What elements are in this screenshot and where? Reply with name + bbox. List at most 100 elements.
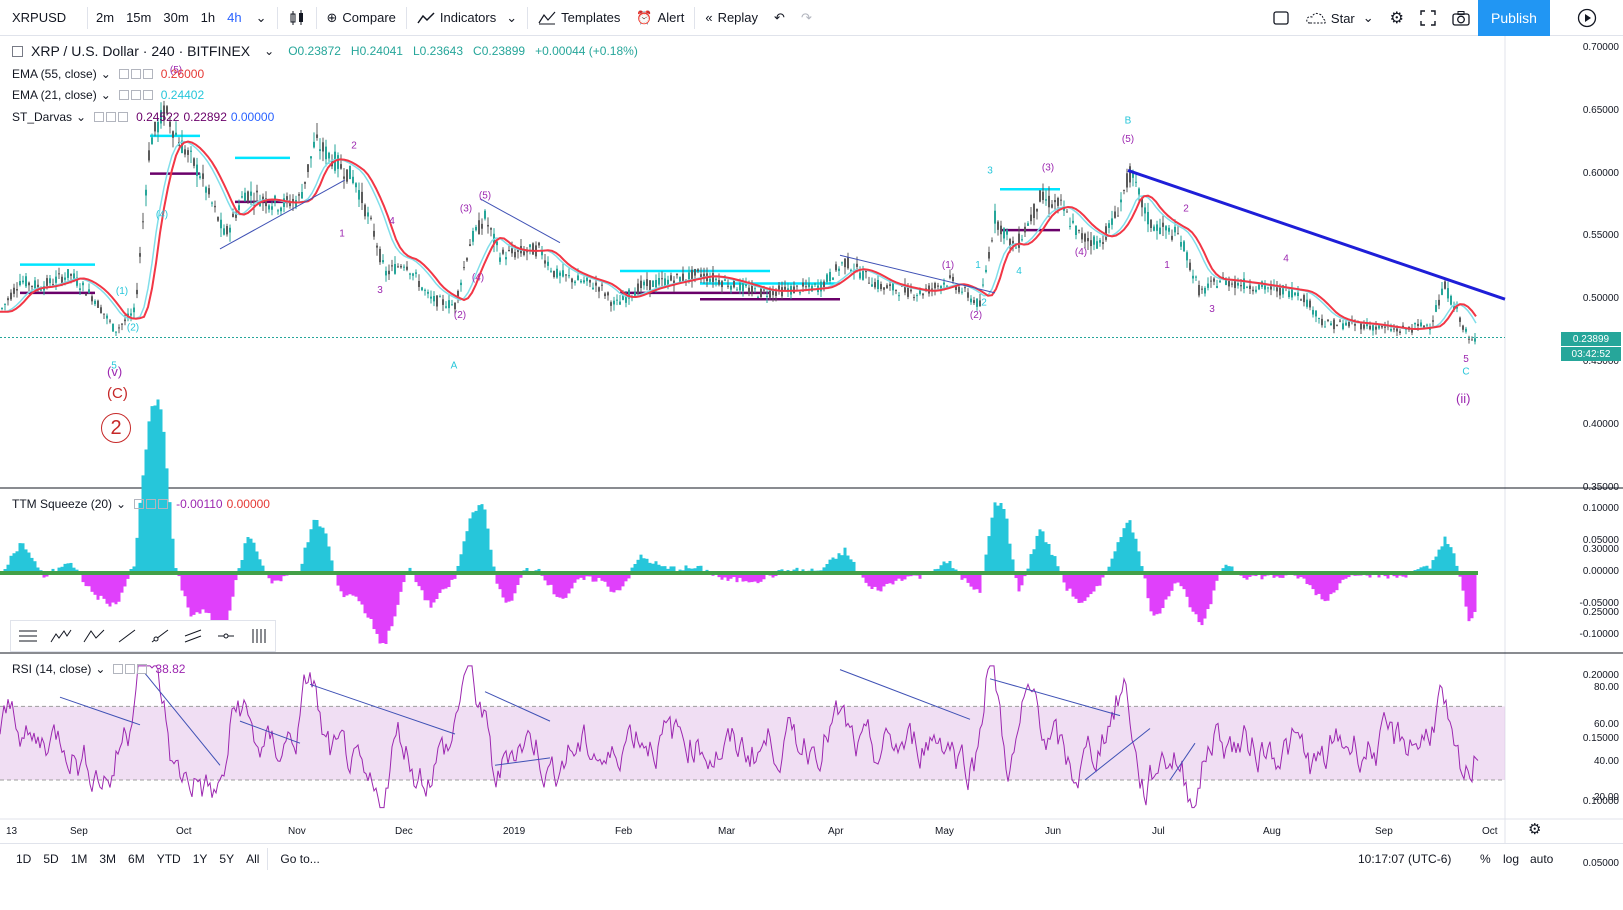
interval-dropdown[interactable]: ⌄	[248, 0, 275, 36]
star-button[interactable]: Star ⌄	[1297, 0, 1382, 36]
goto-button[interactable]: Go to...	[280, 851, 320, 866]
elliott-abc-icon[interactable]	[77, 621, 110, 651]
collapse-icon[interactable]	[12, 45, 23, 57]
candle-body	[715, 278, 717, 281]
interval-30m[interactable]: 30m	[163, 10, 189, 25]
candle-body	[634, 292, 636, 297]
range-1d[interactable]: 1D	[16, 851, 32, 866]
chevron-down-icon[interactable]: ⌄	[264, 44, 275, 58]
legend-buttons[interactable]	[118, 90, 153, 100]
candle-body	[658, 277, 660, 285]
elliott-impulse-icon[interactable]	[44, 621, 77, 651]
candle-body	[949, 275, 951, 278]
play-button[interactable]	[1550, 0, 1623, 36]
rsi-axis-tick: 20.00	[1593, 792, 1619, 804]
legend-buttons[interactable]	[118, 69, 153, 79]
interval-15m[interactable]: 15m	[126, 10, 152, 25]
time-tick: Dec	[395, 826, 413, 837]
candle-body	[1456, 306, 1458, 309]
vertical-lines-icon[interactable]	[242, 621, 275, 651]
candle-body	[184, 149, 186, 155]
candle-body	[175, 132, 177, 135]
time-tick: Mar	[718, 826, 736, 837]
candle-body	[937, 285, 939, 287]
gear-icon[interactable]: ⚙	[1528, 821, 1542, 838]
interval-4h[interactable]: 4h	[227, 10, 242, 25]
chart-type-button[interactable]	[280, 0, 314, 36]
chevron-down-icon[interactable]: ⌄	[100, 67, 111, 81]
candle-body	[775, 291, 777, 296]
candle-body	[1363, 324, 1365, 329]
symbol-search[interactable]: XRPUSD	[0, 0, 85, 36]
fullscreen-button[interactable]	[1412, 0, 1444, 36]
chevron-down-icon[interactable]: ⌄	[116, 497, 127, 511]
legend-buttons[interactable]	[94, 112, 129, 122]
log-toggle[interactable]: log	[1503, 851, 1520, 866]
ema21-legend[interactable]: EMA (21, close) ⌄ 0.24402	[12, 88, 204, 102]
darvas-legend[interactable]: ST_Darvas ⌄ 0.24522 0.22892 0.00000	[12, 110, 274, 124]
wave-label: 3	[377, 285, 383, 296]
candle-body	[739, 282, 741, 291]
range-3m[interactable]: 3M	[99, 851, 117, 866]
chevron-down-icon[interactable]: ⌄	[100, 88, 111, 102]
range-1m[interactable]: 1M	[70, 851, 88, 866]
wave-label: B	[1125, 115, 1132, 126]
rsi-legend[interactable]: RSI (14, close) ⌄ 38.82	[12, 662, 185, 676]
replay-label: Replay	[717, 10, 759, 25]
candle-body	[40, 289, 42, 291]
chevron-down-icon[interactable]: ⌄	[95, 662, 106, 676]
candle-body	[1105, 226, 1107, 240]
replay-button[interactable]: « Replay	[697, 0, 766, 36]
chevron-down-icon[interactable]: ⌄	[76, 110, 87, 124]
candle-body	[523, 249, 525, 255]
range-1y[interactable]: 1Y	[192, 851, 208, 866]
horizontal-line-icon[interactable]	[209, 621, 242, 651]
candle-body	[763, 289, 765, 291]
candle-body	[538, 242, 540, 246]
range-6m[interactable]: 6M	[128, 851, 145, 866]
percent-toggle[interactable]: %	[1480, 851, 1491, 866]
range-5y[interactable]: 5Y	[219, 851, 235, 866]
candle-body	[853, 270, 855, 273]
range-all[interactable]: All	[246, 851, 260, 866]
publish-button[interactable]: Publish	[1478, 0, 1550, 36]
gear-icon: ⚙	[1389, 10, 1404, 27]
candle-body	[1330, 323, 1332, 326]
candle-body	[1006, 230, 1008, 235]
range-ytd[interactable]: YTD	[156, 851, 181, 866]
interval-1h[interactable]: 1h	[200, 10, 216, 25]
redo-button[interactable]: ↷	[793, 0, 820, 36]
undo-button[interactable]: ↶	[766, 0, 793, 36]
candle-body	[169, 121, 171, 127]
candle-body	[955, 286, 957, 290]
ttm-legend[interactable]: TTM Squeeze (20) ⌄ -0.00110 0.00000	[12, 497, 270, 511]
candle-body	[262, 196, 264, 202]
clock[interactable]: 10:17:07 (UTC-6)	[1358, 851, 1452, 866]
interval-2m[interactable]: 2m	[96, 10, 115, 25]
candle-body	[1219, 280, 1221, 283]
candle-body	[490, 228, 492, 230]
candle-body	[1264, 283, 1266, 290]
legend-buttons[interactable]	[134, 499, 169, 509]
ray-icon[interactable]	[143, 621, 176, 651]
settings-button[interactable]: ⚙	[1382, 0, 1412, 36]
candle-body	[46, 278, 48, 286]
auto-toggle[interactable]: auto	[1530, 851, 1554, 866]
parallel-channel-icon[interactable]	[176, 621, 209, 651]
candle-body	[553, 270, 555, 278]
alert-button[interactable]: ⏰ Alert	[628, 0, 692, 36]
chart-canvas[interactable]: 5 (1) (2) (5) (4) 2 1 4 3 A (2) (3) (5) (4) 3 1 4 2 (2) (1)…	[0, 36, 1623, 843]
price-axis-tick: 0.15000	[1582, 732, 1619, 744]
trend-line-icon[interactable]	[110, 621, 143, 651]
lines-menu-icon[interactable]	[11, 621, 44, 651]
compare-button[interactable]: ⊕ Compare	[319, 0, 404, 36]
indicators-button[interactable]: Indicators ⌄	[409, 0, 525, 36]
candle-body	[556, 268, 558, 278]
ema55-legend[interactable]: EMA (55, close) ⌄ 0.26000	[12, 67, 204, 81]
templates-button[interactable]: Templates	[530, 0, 628, 36]
fullscreen-box-button[interactable]	[1265, 0, 1297, 36]
candle-body	[1030, 214, 1032, 222]
legend-buttons[interactable]	[113, 664, 148, 674]
snapshot-button[interactable]	[1444, 0, 1478, 36]
range-5d[interactable]: 5D	[43, 851, 59, 866]
